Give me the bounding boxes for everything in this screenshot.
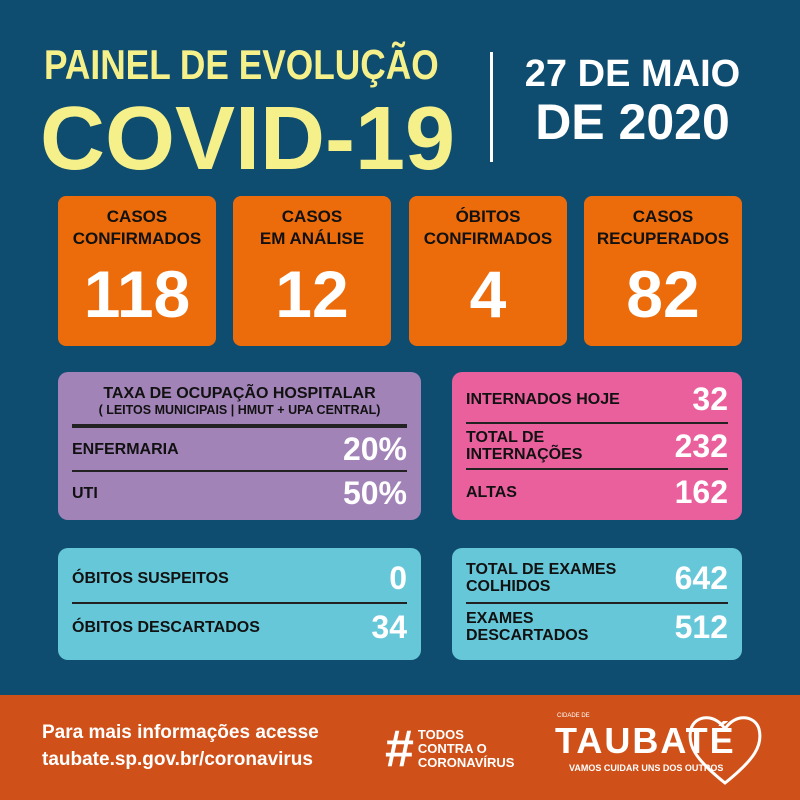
hospitalization-panel: INTERNADOS HOJE 32 TOTAL DE INTERNAÇÕES 23…	[452, 372, 742, 520]
card-label: CASOS	[281, 207, 343, 226]
divider	[490, 52, 493, 162]
row-value: 0	[389, 560, 407, 596]
card-label: ÓBITOS	[455, 207, 521, 226]
row-label: TOTAL DE EXAMES COLHIDOS	[466, 561, 617, 595]
card-confirmed-cases: CASOS CONFIRMADOS 118	[58, 196, 216, 346]
hospital-occupancy-panel: TAXA DE OCUPAÇÃO HOSPITALAR( LEITOS MUNI…	[58, 372, 421, 520]
row-value: 162	[674, 474, 728, 510]
card-recovered: CASOS RECUPERADOS 82	[584, 196, 742, 346]
exams-panel: TOTAL DE EXAMES COLHIDOS 642 EXAMES DESCA…	[452, 548, 742, 660]
hashtag-text: CORONAVÍRUS	[417, 755, 515, 770]
row-value: 20%	[342, 431, 407, 467]
occupancy-row-ward: ENFERMARIA 20%	[72, 426, 407, 470]
row-discarded-exams: EXAMES DESCARTADOS 512	[466, 602, 728, 650]
row-label: ÓBITOS SUSPEITOS	[72, 569, 229, 587]
page-title: COVID-19	[40, 89, 456, 189]
row-label: ENFERMARIA	[72, 440, 179, 458]
date-line-2: DE 2020	[535, 94, 730, 150]
card-confirmed-deaths: ÓBITOS CONFIRMADOS 4	[409, 196, 567, 346]
row-label: UTI	[72, 484, 98, 502]
logo-small-text: CIDADE DE	[557, 713, 590, 719]
row-label: ALTAS	[466, 483, 517, 501]
occupancy-row-icu: UTI 50%	[72, 470, 407, 514]
occupancy-title: TAXA DE OCUPAÇÃO HOSPITALAR	[103, 385, 376, 402]
hashtag-text: TODOS	[417, 727, 464, 742]
logo-name: TAUBATÉ	[555, 720, 736, 761]
row-total-exams: TOTAL DE EXAMES COLHIDOS 642	[466, 554, 728, 602]
card-value: 4	[469, 257, 507, 331]
row-discharges: ALTAS 162	[466, 468, 728, 514]
info-line: Para mais informações acesse	[42, 722, 319, 743]
row-value: 642	[674, 560, 728, 596]
footer: Para mais informações acesse taubate.sp.…	[0, 695, 800, 800]
row-hospitalized-today: INTERNADOS HOJE 32	[466, 376, 728, 422]
hashtag-logo: # TODOS CONTRA O CORONAVÍRUS	[385, 723, 514, 775]
card-label: CONFIRMADOS	[72, 229, 202, 248]
website-link[interactable]: taubate.sp.gov.br/coronavirus	[42, 749, 313, 770]
deaths-panel: ÓBITOS SUSPEITOS 0 ÓBITOS DESCARTADOS 34	[58, 548, 421, 660]
row-value: 512	[674, 609, 728, 645]
row-discarded-deaths: ÓBITOS DESCARTADOS 34	[72, 602, 407, 650]
row-suspected-deaths: ÓBITOS SUSPEITOS 0	[72, 554, 407, 602]
card-label: CASOS	[632, 207, 694, 226]
heart-icon	[688, 716, 762, 785]
logo-slogan: VAMOS CUIDAR UNS DOS OUTROS	[569, 763, 724, 773]
row-label: ÓBITOS DESCARTADOS	[72, 618, 260, 636]
hash-icon: #	[385, 720, 414, 778]
card-label: RECUPERADOS	[596, 229, 730, 248]
row-label: TOTAL DE INTERNAÇÕES	[466, 429, 583, 463]
taubate-logo: CIDADE DE TAUBATÉ VAMOS CUIDAR UNS DOS O…	[555, 709, 765, 789]
card-value: 118	[83, 257, 191, 331]
row-value: 34	[371, 609, 407, 645]
row-label: EXAMES DESCARTADOS	[466, 610, 589, 644]
card-label: CONFIRMADOS	[423, 229, 553, 248]
info-text: Para mais informações acesse taubate.sp.…	[42, 719, 319, 773]
row-label: INTERNADOS HOJE	[466, 390, 620, 408]
card-label: EM ANÁLISE	[259, 229, 365, 248]
report-date: 27 DE MAIO DE 2020	[510, 52, 755, 148]
row-value: 32	[692, 381, 728, 417]
row-value: 50%	[342, 475, 407, 511]
card-cases-under-analysis: CASOS EM ANÁLISE 12	[233, 196, 391, 346]
hashtag-text: CONTRA O	[417, 741, 487, 756]
occupancy-subtitle: ( LEITOS MUNICIPAIS | HMUT + UPA CENTRAL…	[98, 403, 381, 417]
row-total-hospitalizations: TOTAL DE INTERNAÇÕES 232	[466, 422, 728, 468]
date-line-1: 27 DE MAIO	[524, 53, 741, 95]
row-value: 232	[674, 428, 728, 464]
card-value: 82	[626, 257, 700, 331]
card-label: CASOS	[106, 207, 168, 226]
panel-subtitle: PAINEL DE EVOLUÇÃO	[44, 41, 439, 88]
card-value: 12	[275, 257, 349, 331]
